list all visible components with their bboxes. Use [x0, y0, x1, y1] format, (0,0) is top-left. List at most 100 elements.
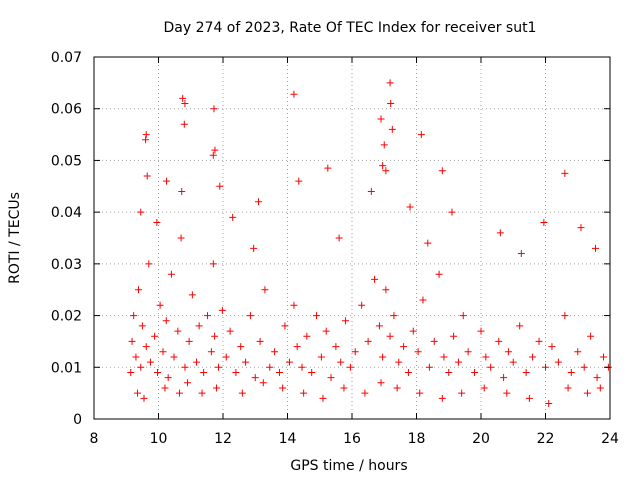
- data-point-marker: [204, 312, 212, 320]
- data-point-marker: [377, 379, 385, 387]
- data-point-marker: [409, 327, 417, 335]
- data-point-marker: [195, 322, 203, 330]
- data-point-marker: [308, 368, 316, 376]
- data-point-marker: [358, 301, 366, 309]
- data-point-marker: [504, 348, 512, 356]
- data-point-marker: [132, 353, 140, 361]
- data-point-marker: [425, 363, 433, 371]
- data-point-marker: [167, 270, 175, 278]
- data-point-marker: [285, 358, 293, 366]
- data-point-marker: [424, 239, 432, 247]
- chart-title: Day 274 of 2023, Rate Of TEC Index for r…: [164, 20, 537, 36]
- data-point-marker: [450, 332, 458, 340]
- data-point-marker: [303, 332, 311, 340]
- data-point-marker: [371, 275, 379, 283]
- data-point-marker: [548, 343, 556, 351]
- data-point-marker: [593, 374, 601, 382]
- data-point-marker: [142, 343, 150, 351]
- data-point-marker: [435, 270, 443, 278]
- data-point-marker: [448, 208, 456, 216]
- x-tick-label: 8: [90, 431, 99, 447]
- data-point-marker: [395, 358, 403, 366]
- data-point-marker: [298, 363, 306, 371]
- x-tick-label: 10: [150, 431, 168, 447]
- data-point-marker: [295, 177, 303, 185]
- data-point-marker: [218, 306, 226, 314]
- data-point-marker: [251, 374, 259, 382]
- data-point-marker: [416, 389, 424, 397]
- y-tick-label: 0: [73, 412, 82, 428]
- data-point-marker: [261, 286, 269, 294]
- data-point-marker: [464, 348, 472, 356]
- axis-ticks: [93, 56, 611, 420]
- data-point-marker: [153, 218, 161, 226]
- data-point-marker: [137, 208, 145, 216]
- data-point-marker: [300, 389, 308, 397]
- data-point-marker: [324, 164, 332, 172]
- data-point-marker: [361, 389, 369, 397]
- data-point-marker: [388, 125, 396, 133]
- data-point-marker: [540, 218, 548, 226]
- data-point-marker: [386, 79, 394, 87]
- data-point-marker: [342, 317, 350, 325]
- data-point-marker: [561, 169, 569, 177]
- data-point-marker: [386, 332, 394, 340]
- data-point-marker: [232, 368, 240, 376]
- data-point-marker: [459, 312, 467, 320]
- data-point-marker: [535, 337, 543, 345]
- data-point-marker: [211, 332, 219, 340]
- y-tick-label: 0.03: [51, 257, 82, 273]
- data-point-marker: [503, 389, 511, 397]
- data-point-marker: [487, 363, 495, 371]
- data-point-marker: [417, 131, 425, 139]
- data-point-marker: [138, 322, 146, 330]
- data-point-marker: [322, 327, 330, 335]
- data-point-marker: [379, 353, 387, 361]
- y-tick-label: 0.04: [51, 205, 82, 221]
- data-point-marker: [419, 296, 427, 304]
- x-tick-label: 20: [472, 431, 490, 447]
- data-point-marker: [271, 348, 279, 356]
- data-point-marker: [266, 363, 274, 371]
- data-point-marker: [250, 244, 258, 252]
- data-point-marker: [135, 286, 143, 294]
- data-point-marker: [458, 389, 466, 397]
- data-point-marker: [137, 363, 145, 371]
- data-point-marker: [477, 327, 485, 335]
- data-point-marker: [567, 368, 575, 376]
- x-tick-label: 14: [279, 431, 297, 447]
- data-point-marker: [246, 312, 254, 320]
- data-point-marker: [200, 368, 208, 376]
- data-point-marker: [438, 394, 446, 402]
- data-point-marker: [387, 100, 395, 108]
- data-point-marker: [259, 379, 267, 387]
- data-point-marker: [591, 244, 599, 252]
- y-tick-label: 0.07: [51, 50, 82, 66]
- x-axis-label: GPS time / hours: [290, 458, 407, 474]
- data-point-marker: [400, 343, 408, 351]
- data-point-marker: [145, 260, 153, 268]
- data-point-marker: [438, 167, 446, 175]
- data-point-marker: [209, 151, 217, 159]
- data-point-marker: [142, 136, 150, 144]
- data-point-marker: [525, 394, 533, 402]
- data-point-marker: [226, 327, 234, 335]
- data-point-marker: [159, 348, 167, 356]
- data-point-marker: [164, 374, 172, 382]
- data-point-marker: [151, 332, 159, 340]
- data-point-marker: [580, 363, 588, 371]
- data-point-marker: [134, 389, 142, 397]
- data-point-marker: [237, 343, 245, 351]
- data-point-marker: [390, 312, 398, 320]
- y-tick-label: 0.06: [51, 102, 82, 118]
- data-point-marker: [517, 250, 525, 258]
- data-point-marker: [480, 384, 488, 392]
- data-point-marker: [238, 389, 246, 397]
- data-point-marker: [198, 389, 206, 397]
- data-point-marker: [181, 363, 189, 371]
- data-point-marker: [209, 260, 217, 268]
- data-point-marker: [210, 105, 218, 113]
- data-point-marker: [351, 348, 359, 356]
